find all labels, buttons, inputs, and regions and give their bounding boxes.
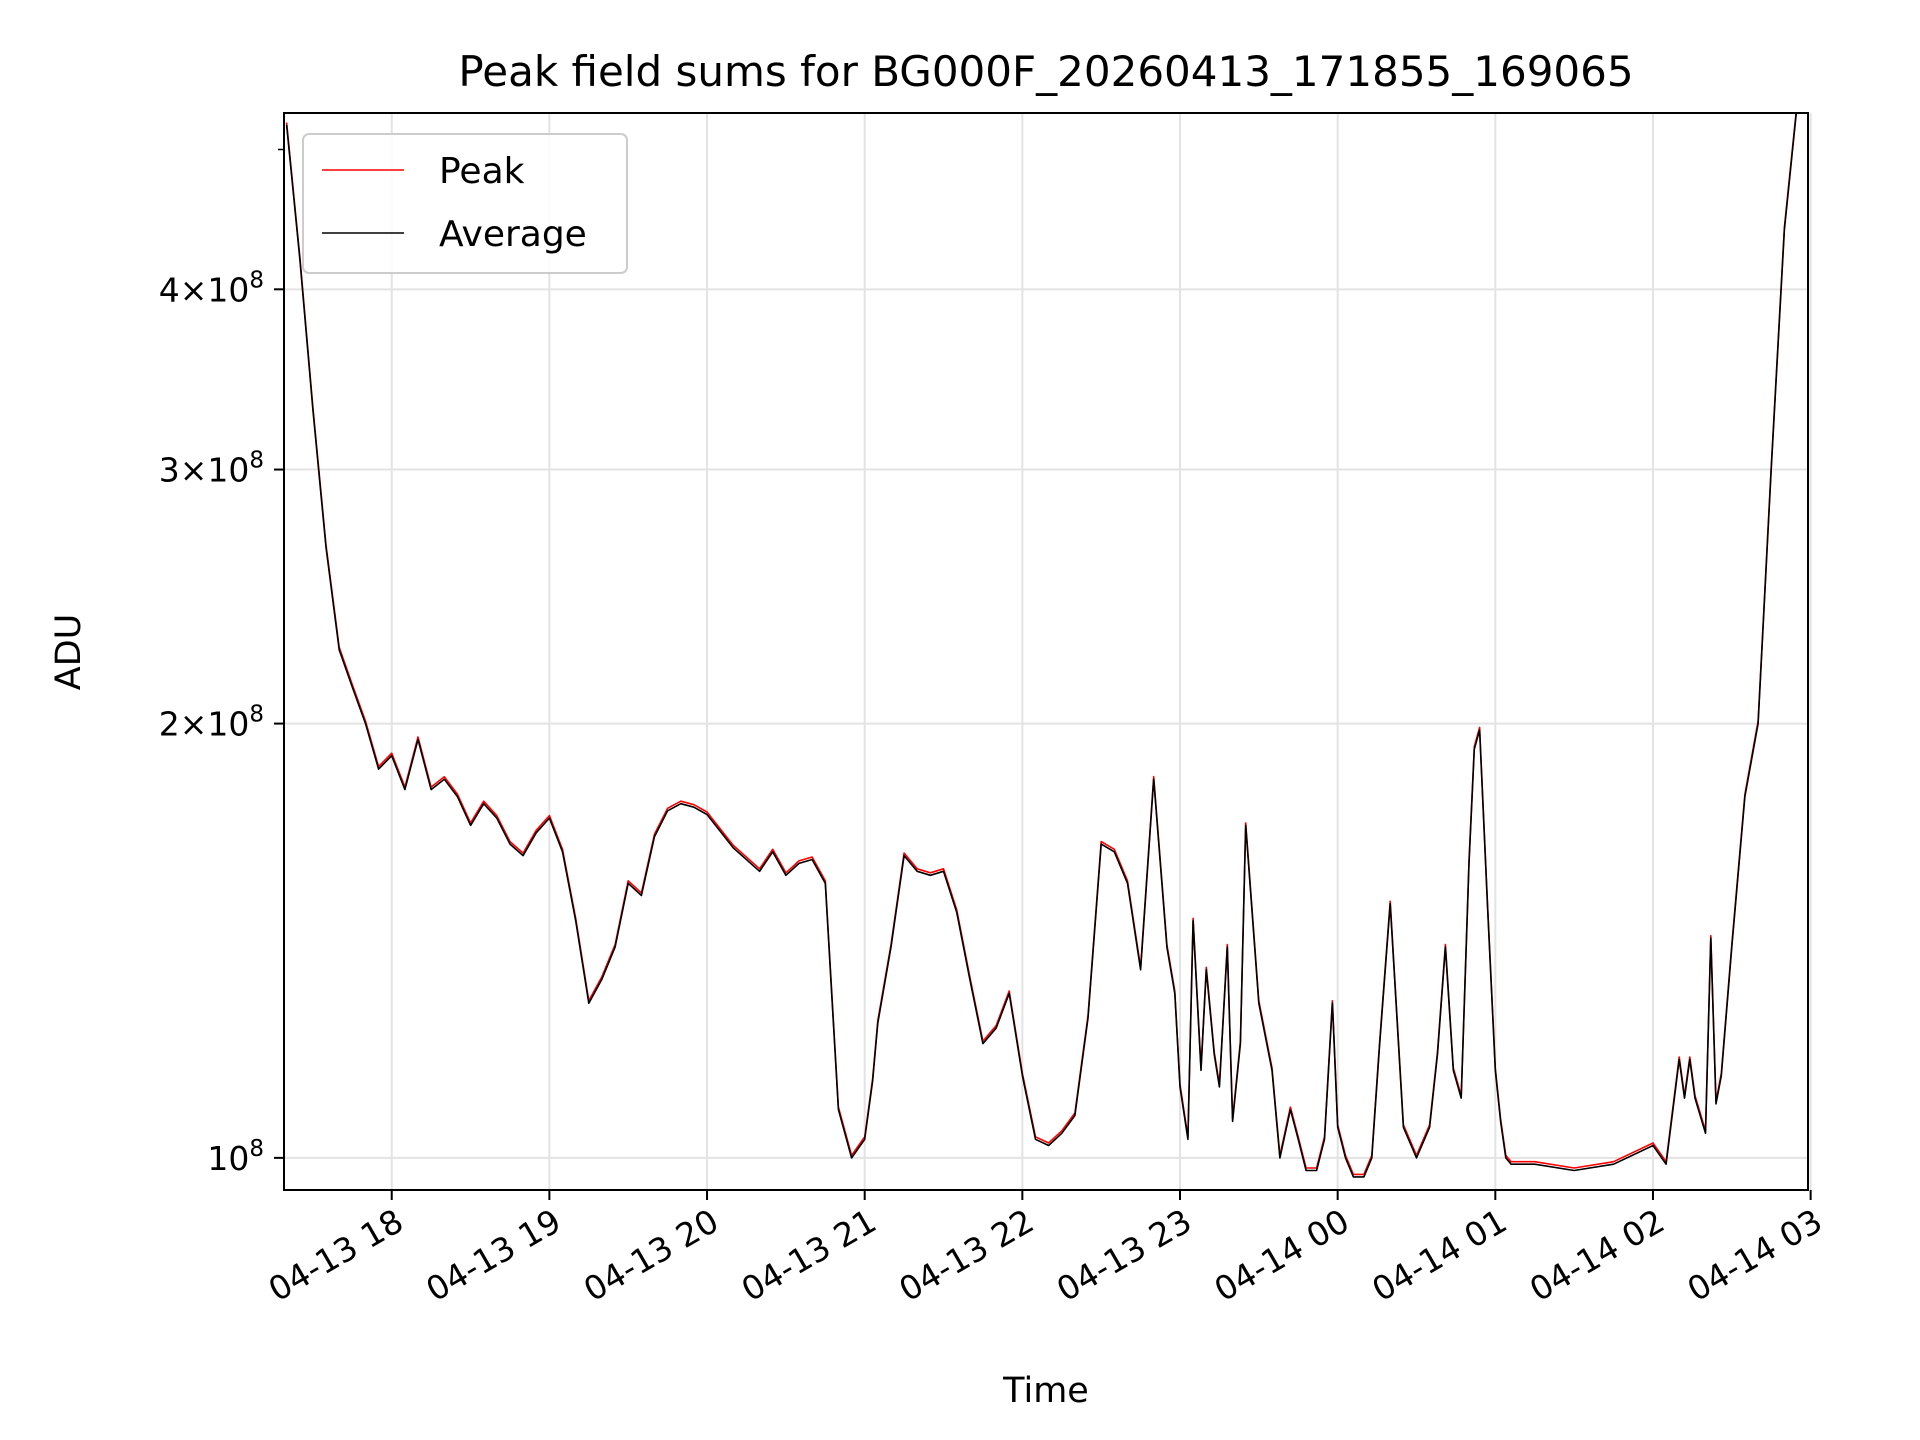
legend: Peak Average <box>302 133 628 274</box>
legend-box <box>302 133 628 274</box>
average-series-line <box>285 113 1798 1178</box>
chart-title: Peak field sums for BG000F_20260413_1718… <box>458 47 1633 96</box>
series-lines <box>285 113 1798 1178</box>
x-axis-title: Time <box>1002 1371 1089 1411</box>
y-tick-label: 4×108 <box>159 267 264 309</box>
y-tick-label: 108 <box>207 1136 264 1178</box>
y-axis: 108 2×108 3×108 4×108 <box>159 148 284 1178</box>
y-tick-label: 2×108 <box>159 702 264 744</box>
y-tick-label: 3×108 <box>159 448 264 490</box>
y-axis-title: ADU <box>49 614 89 691</box>
legend-average-label: Average <box>439 214 587 255</box>
grid-lines <box>284 113 1812 1190</box>
legend-peak-label: Peak <box>439 151 525 192</box>
plot-frame <box>283 112 1809 1191</box>
